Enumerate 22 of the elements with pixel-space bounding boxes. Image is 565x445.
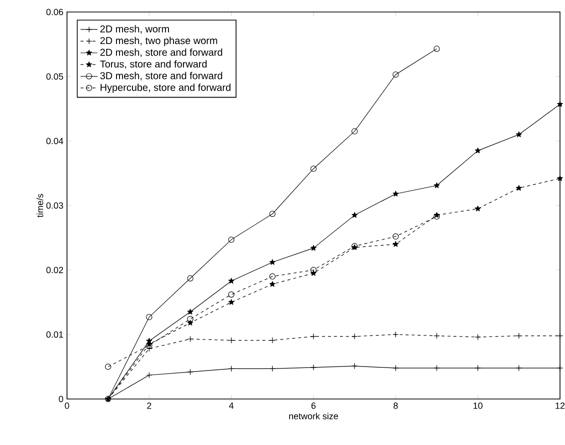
x-tick-label: 4 — [229, 402, 234, 409]
y-axis-title: time/s — [36, 194, 44, 218]
y-tick-label: 0 — [58, 396, 64, 402]
x-axis-title: network size — [289, 412, 338, 420]
y-tick-label: 0.05 — [46, 73, 64, 80]
legend-label: Hypercube, store and forward — [100, 84, 230, 93]
x-tick-label: 12 — [556, 402, 565, 409]
y-tick-label: 0.01 — [46, 331, 64, 338]
legend-label: 2D mesh, two phase worm — [100, 36, 218, 46]
x-tick-label: 2 — [147, 402, 152, 409]
x-tick-label: 10 — [474, 402, 482, 409]
legend-label: 2D mesh, worm — [100, 25, 169, 34]
y-tick-label: 0.04 — [46, 138, 64, 144]
y-tick-label: 0.03 — [46, 202, 64, 209]
legend-label: 2D mesh, store and forward — [100, 48, 222, 58]
x-tick-label: 8 — [394, 402, 398, 409]
y-tick-label: 0.02 — [46, 266, 64, 274]
y-tick-label: 0.06 — [46, 8, 64, 16]
legend-label: 3D mesh, store and forward — [100, 72, 222, 80]
x-tick-label: 0 — [64, 402, 70, 409]
x-tick-label: 6 — [311, 402, 316, 409]
legend-label: Torus, store and forward — [100, 60, 207, 69]
